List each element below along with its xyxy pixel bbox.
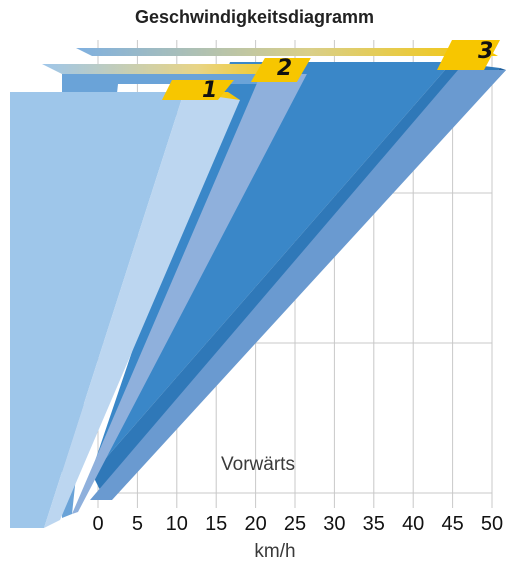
gear-1-badge	[161, 80, 234, 100]
gear-1-label: 1	[202, 78, 217, 103]
gear-2-top-band	[42, 64, 301, 74]
gear-1-face	[10, 92, 184, 528]
x-tick-label: 40	[402, 513, 424, 535]
x-tick-label: 30	[323, 513, 345, 535]
x-tick-label: 5	[132, 513, 143, 535]
x-tick-label: 15	[205, 513, 227, 535]
annotation-label: Vorwärts	[221, 454, 295, 475]
gear-2-label: 2	[277, 56, 292, 81]
x-tick-label: 25	[284, 513, 306, 535]
gear-2-side	[72, 74, 307, 514]
x-tick-label: 10	[166, 513, 188, 535]
x-tick-label: 35	[363, 513, 385, 535]
x-axis-label: km/h	[254, 541, 295, 562]
x-tick-label: 45	[441, 513, 463, 535]
gear-2-badge	[250, 58, 311, 82]
x-tick-label: 50	[481, 513, 503, 535]
gear-3-top-band	[76, 48, 498, 56]
gear-3-label: 3	[478, 39, 493, 64]
gear-3-side	[90, 70, 506, 500]
gear-3-badge	[437, 40, 500, 70]
chart-title: Geschwindigkeitsdiagramm	[134, 7, 375, 27]
x-tick-label: 0	[92, 513, 103, 535]
gear-1-side	[44, 92, 240, 528]
x-tick-label: 20	[244, 513, 266, 535]
